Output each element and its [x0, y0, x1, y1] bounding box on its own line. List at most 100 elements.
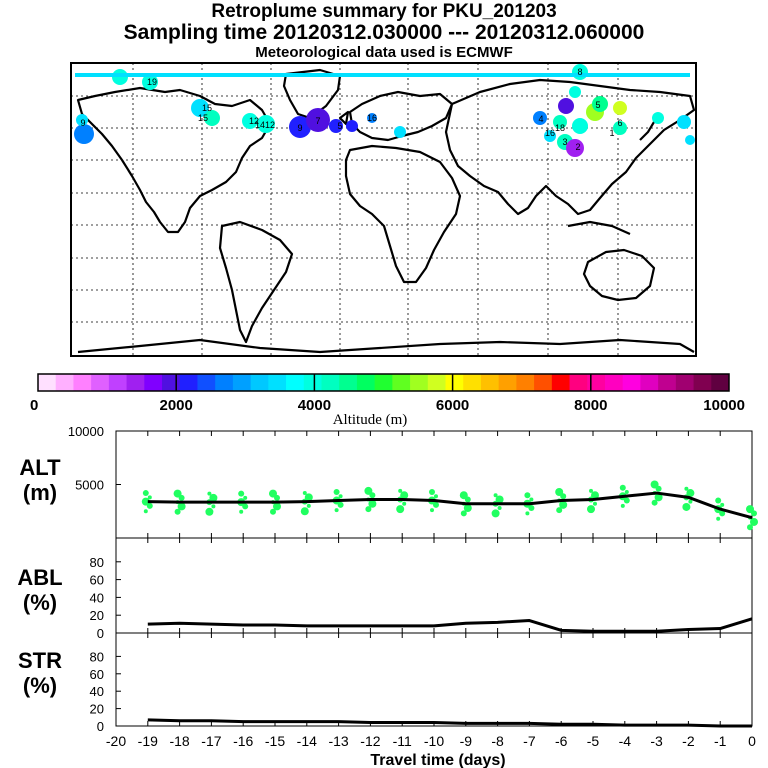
y-tick-label: 40	[90, 590, 104, 605]
plume-day-label: 19	[147, 77, 157, 87]
x-tick-label: -1	[714, 733, 727, 749]
alt-scatter-dot	[686, 489, 695, 498]
africa-outline	[344, 144, 462, 284]
x-tick-label: -17	[201, 733, 221, 749]
uk-outline	[338, 110, 350, 126]
panel-frame	[115, 632, 753, 727]
alt-scatter-dot	[273, 502, 281, 511]
alt-scatter-dot	[430, 508, 434, 513]
plume-dot	[558, 98, 574, 114]
colorbar-cell	[179, 374, 198, 391]
colorbar-cell	[232, 374, 252, 391]
asia-outline	[444, 78, 696, 216]
antarctica-outline	[77, 338, 695, 354]
x-tick-label: -10	[424, 733, 444, 749]
x-tick-label: -15	[265, 733, 285, 749]
colorbar-cell	[162, 374, 181, 391]
alt-scatter-dot	[302, 491, 307, 496]
plume-dot	[257, 115, 275, 133]
alt-scatter-dot	[304, 493, 313, 502]
y-tick-label: 5000	[75, 478, 104, 493]
x-tick-label: -14	[297, 733, 317, 749]
alt-scatter-dot	[555, 487, 564, 496]
alt-scatter-dot	[624, 489, 629, 494]
colorbar-cell	[463, 374, 482, 391]
plume-day-label: 7	[315, 116, 320, 126]
alt-scatter-dot	[400, 491, 409, 500]
colorbar-tick-label: 0	[30, 397, 38, 414]
colorbar-cell	[392, 374, 411, 391]
alt-scatter-dot	[205, 507, 214, 516]
north-america-outline	[76, 86, 272, 234]
alt-scatter-dot	[338, 494, 343, 499]
plume-day-label: 14	[255, 120, 265, 130]
plume-dot	[572, 118, 588, 134]
colorbar-cell	[215, 374, 234, 391]
plume-day-label: 12	[249, 116, 259, 126]
plume-day-label: 5	[337, 121, 342, 131]
x-axis-label: Travel time (days)	[370, 752, 505, 768]
indonesia-outline	[567, 220, 631, 236]
colorbar-cell	[268, 374, 287, 391]
colorbar-cell	[427, 374, 447, 391]
colorbar-cell	[73, 374, 92, 391]
panel-frame	[115, 537, 753, 634]
plume-dot	[142, 74, 158, 90]
colorbar-tick-label: 6000	[436, 397, 469, 414]
colorbar-cell	[675, 374, 695, 391]
alt-scatter-dot	[211, 504, 216, 509]
alt-scatter-dot	[750, 517, 758, 526]
plume-day-label: 18	[555, 123, 565, 133]
chart-title: Retroplume summary for PKU_201203	[211, 1, 557, 22]
alt-scatter-dot	[364, 486, 373, 495]
plume-dot	[242, 113, 258, 129]
colorbar-cell	[622, 374, 641, 391]
alt-scatter-dot	[591, 491, 599, 500]
plume-dot	[533, 111, 547, 125]
alt-scatter-dot	[269, 489, 277, 498]
alt-scatter-dot	[556, 507, 563, 514]
alt-scatter-dot	[300, 507, 309, 516]
plume-day-label: 15	[198, 113, 208, 123]
alt-scatter-dot	[747, 524, 753, 531]
alt-scatter-dot	[238, 490, 245, 497]
colorbar-cell	[658, 374, 677, 391]
alt-scatter-dot	[402, 501, 407, 506]
x-tick-label: -13	[328, 733, 348, 749]
plume-dot	[394, 126, 406, 138]
plume-dot	[204, 110, 220, 126]
colorbar-tick-label: 8000	[574, 397, 607, 414]
alt-scatter-dot	[429, 488, 435, 495]
alt-scatter-dot	[587, 505, 595, 514]
alt-scatter-dot	[720, 502, 725, 507]
x-tick-label: -11	[393, 733, 412, 749]
alt-scatter-dot	[682, 502, 691, 511]
plume-day-label: 6	[617, 118, 622, 128]
y-tick-label: 20	[90, 608, 104, 623]
alt-scatter-dot	[142, 490, 149, 497]
x-tick-label: -2	[682, 733, 695, 749]
alt-scatter-dot	[209, 493, 218, 502]
alt-scatter-dot	[463, 504, 472, 513]
panel-abl: 80 60 40 20 0	[90, 537, 753, 641]
colorbar-cell	[445, 374, 464, 391]
alt-scatter-dot	[619, 484, 626, 491]
plume-dot	[544, 130, 556, 142]
alt-scatter-dot	[173, 489, 182, 498]
plume-dot	[592, 96, 608, 112]
japan-outline	[639, 121, 655, 141]
met-data-note: Meteorological data used is ECMWF	[255, 44, 513, 61]
alt-scatter-dot	[715, 497, 722, 504]
plume-day-label: 3	[562, 137, 567, 147]
plume-dot	[74, 124, 94, 144]
x-tick-label: -19	[138, 733, 158, 749]
australia-outline	[582, 248, 656, 302]
alt-scatter-dot	[529, 497, 534, 502]
y-tick-label: 40	[90, 684, 104, 699]
colorbar-ticks: 0 2000 4000 6000 8000 10000	[30, 374, 745, 414]
alt-scatter-dot	[620, 503, 625, 508]
plume-dot	[191, 99, 209, 117]
y-tick-label: 10000	[68, 424, 104, 439]
colorbar-tick-label: 2000	[160, 397, 193, 414]
